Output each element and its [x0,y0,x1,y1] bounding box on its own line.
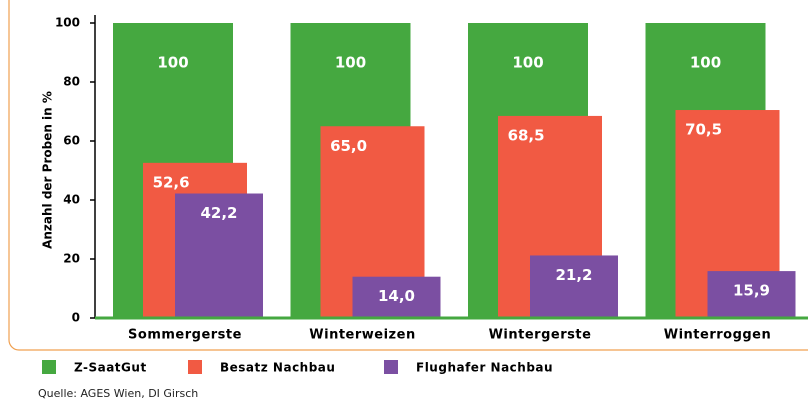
chart-frame [8,0,808,351]
legend-label: Besatz Nachbau [220,361,335,375]
bar [352,276,441,318]
legend-swatch [42,360,56,374]
legend-label: Z-SaatGut [74,361,147,375]
x-tick-label: Winterweizen [309,328,415,343]
value-label: 15,9 [733,282,770,300]
value-label: 100 [690,54,721,72]
legend-label: Flughafer Nachbau [416,361,553,375]
value-label: 14,0 [378,287,415,305]
bar [707,271,796,318]
value-label: 42,2 [200,204,237,222]
value-label: 68,5 [508,126,545,144]
y-tick-label: 100 [55,16,80,30]
x-tick-label: Sommergerste [128,328,242,343]
legend-swatch [188,360,202,374]
value-label: 65,0 [330,137,367,155]
y-tick-label: 20 [63,252,80,266]
y-tick-label: 40 [63,193,80,207]
y-tick-label: 60 [63,134,80,148]
y-axis-label: Anzahl der Proben in % [41,91,55,249]
value-label: 100 [335,54,366,72]
bar [175,193,263,318]
bar [530,255,618,318]
source: Quelle: AGES Wien, DI Girsch [38,387,198,400]
value-label: 100 [512,54,543,72]
x-tick-label: Winterroggen [664,328,772,343]
x-tick-label: Wintergerste [489,328,592,343]
y-tick-label: 0 [72,311,80,325]
y-tick-label: 80 [63,75,80,89]
value-label: 100 [157,54,188,72]
value-label: 21,2 [555,266,592,284]
legend-swatch [384,360,398,374]
value-label: 70,5 [685,121,722,139]
value-label: 52,6 [153,173,190,191]
